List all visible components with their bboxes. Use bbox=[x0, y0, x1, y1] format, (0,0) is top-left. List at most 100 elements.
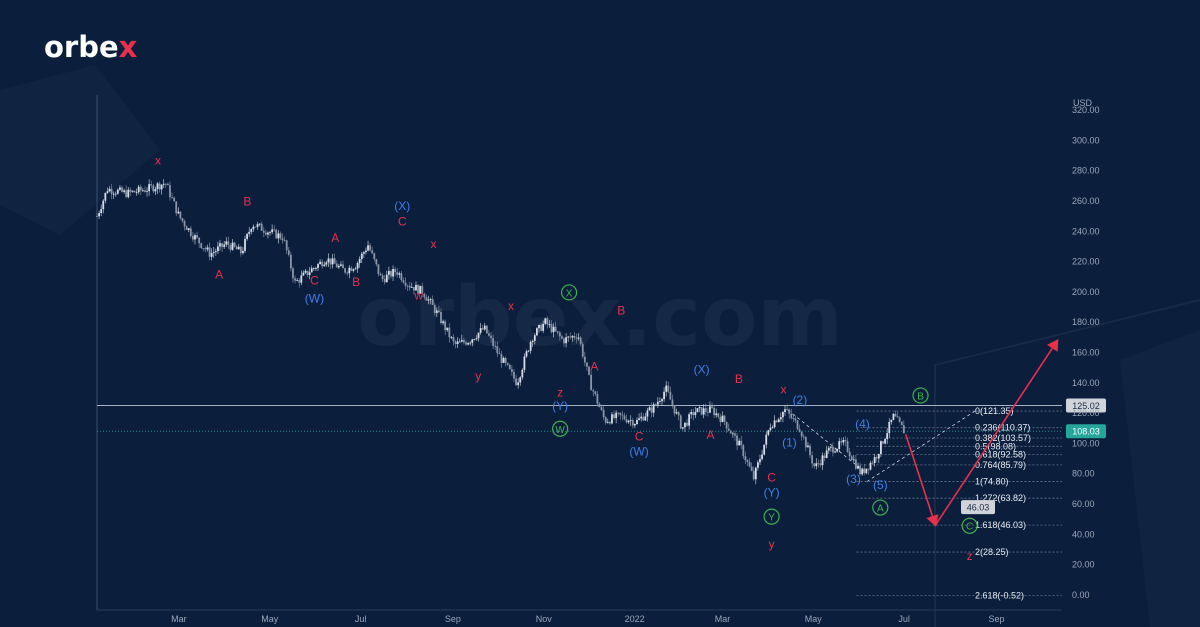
bg-line bbox=[934, 299, 1200, 627]
wave-label: (X) bbox=[694, 363, 710, 377]
current-price-badge bbox=[1066, 424, 1106, 439]
candle-body bbox=[454, 341, 457, 345]
candle-body bbox=[394, 269, 397, 273]
fib-level-label: 0.382(103.57) bbox=[975, 433, 1031, 443]
candle-body bbox=[148, 184, 151, 192]
y-tick-label: 160.00 bbox=[1072, 348, 1100, 358]
candle-body bbox=[500, 354, 503, 363]
candle-body bbox=[769, 427, 772, 431]
candle-body bbox=[690, 412, 693, 415]
candle-body bbox=[365, 250, 367, 253]
candle-body bbox=[727, 428, 730, 431]
candle-body bbox=[625, 419, 628, 423]
candle-body bbox=[121, 187, 123, 192]
candle-body bbox=[731, 433, 734, 435]
candle-body bbox=[329, 258, 332, 265]
candle-body bbox=[550, 324, 553, 333]
candle-body bbox=[775, 420, 778, 423]
wave-label: (2) bbox=[793, 393, 808, 407]
candle-body bbox=[112, 193, 115, 195]
candle-body bbox=[406, 285, 409, 287]
candle-body bbox=[237, 246, 240, 250]
candle-body bbox=[229, 245, 232, 250]
candle-body bbox=[863, 468, 866, 474]
candle-body bbox=[438, 310, 440, 313]
fib-level-label: 0(121.35) bbox=[975, 406, 1014, 416]
candle-body bbox=[613, 414, 615, 419]
candle-body bbox=[798, 429, 801, 432]
bg-shape bbox=[0, 65, 160, 235]
candle-body bbox=[873, 457, 876, 463]
candle-body bbox=[640, 416, 643, 419]
candle-body bbox=[219, 243, 221, 247]
candle-body bbox=[373, 253, 376, 260]
candle-body bbox=[709, 406, 711, 413]
candle-body bbox=[179, 211, 182, 219]
candle-body bbox=[350, 267, 353, 271]
x-tick-label: Sep bbox=[445, 614, 461, 624]
candle-body bbox=[498, 353, 501, 355]
candle-body bbox=[842, 440, 845, 443]
level-badge bbox=[1066, 398, 1106, 413]
candle-body bbox=[488, 333, 490, 336]
candle-body bbox=[869, 462, 872, 470]
candle-body bbox=[519, 377, 522, 383]
candle-body bbox=[677, 412, 680, 416]
candle-body bbox=[763, 444, 766, 455]
candle-body bbox=[815, 463, 818, 467]
candle-body bbox=[577, 337, 580, 339]
candle-body bbox=[304, 270, 307, 273]
candle-body bbox=[467, 343, 470, 345]
fibonacci-levels: 0(121.35) 0.236(110.37)0.382(103.57)0.5(9… bbox=[787, 406, 1062, 601]
candle-body bbox=[704, 408, 707, 412]
candle-body bbox=[267, 232, 269, 235]
candle-body bbox=[371, 250, 374, 254]
candle-body bbox=[335, 263, 338, 268]
candle-body bbox=[160, 184, 163, 190]
candle-body bbox=[435, 310, 438, 313]
candle-body bbox=[206, 247, 209, 250]
candle-body bbox=[661, 399, 663, 402]
candle-body bbox=[746, 460, 749, 462]
target-badge bbox=[961, 500, 995, 515]
candle-body bbox=[892, 413, 895, 420]
candle-body bbox=[496, 346, 499, 354]
candle-body bbox=[596, 394, 599, 404]
candle-body bbox=[796, 420, 799, 430]
wave-label: z bbox=[557, 385, 563, 399]
candle-body bbox=[200, 243, 203, 248]
candle-body bbox=[619, 412, 622, 415]
candle-body bbox=[141, 190, 144, 192]
wave-label: C bbox=[310, 273, 319, 287]
y-tick-label: 180.00 bbox=[1072, 317, 1100, 327]
candle-body bbox=[135, 192, 138, 193]
wave-label: X bbox=[566, 288, 573, 299]
candle-body bbox=[275, 229, 278, 239]
wave-label-circle bbox=[961, 517, 978, 534]
candle-body bbox=[748, 461, 751, 467]
candle-body bbox=[106, 191, 109, 193]
watermark: orbex.com bbox=[357, 270, 843, 365]
candle-body bbox=[561, 336, 563, 339]
candle-body bbox=[857, 465, 859, 469]
candle-body bbox=[848, 451, 851, 457]
candle-body bbox=[152, 185, 155, 192]
candle-body bbox=[392, 269, 394, 277]
candle-body bbox=[242, 250, 244, 254]
candle-body bbox=[262, 230, 265, 233]
candle-body bbox=[285, 240, 288, 251]
brand-logo: orbex bbox=[44, 30, 138, 64]
candle-body bbox=[804, 436, 807, 448]
candle-body bbox=[817, 463, 820, 465]
target-badge-label: 46.03 bbox=[967, 503, 990, 513]
candle-body bbox=[440, 312, 442, 324]
candle-body bbox=[396, 272, 399, 275]
candle-body bbox=[419, 285, 422, 294]
candle-body bbox=[902, 425, 905, 434]
candle-body bbox=[777, 419, 780, 423]
wave-label: C bbox=[966, 522, 973, 533]
candle-body bbox=[385, 274, 388, 283]
candle-body bbox=[296, 280, 299, 281]
